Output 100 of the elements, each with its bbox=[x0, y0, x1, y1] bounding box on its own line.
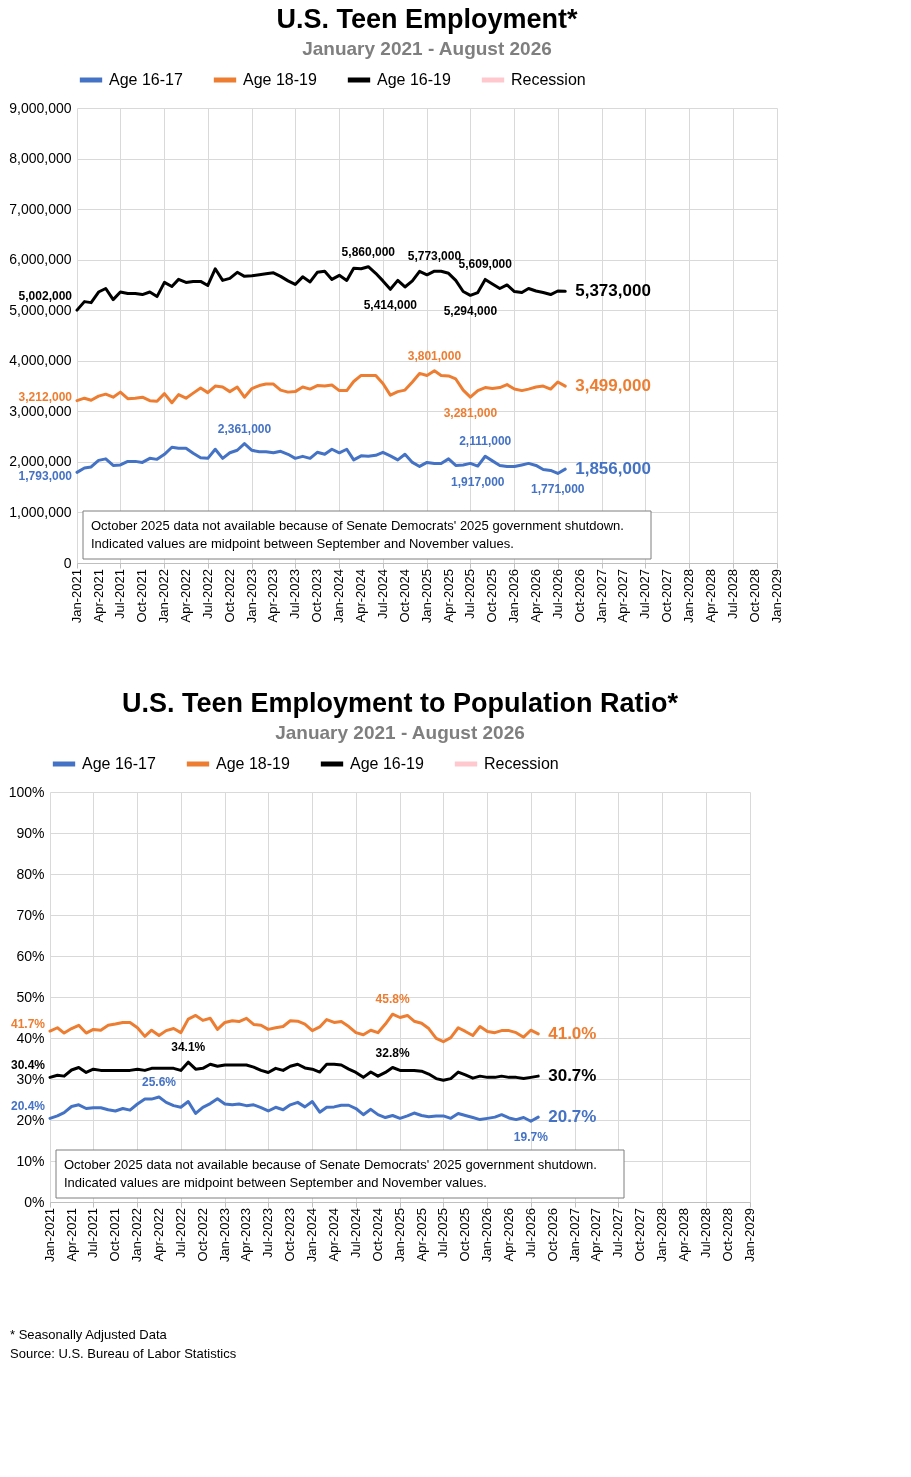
x-tick-label: Oct-2022 bbox=[194, 1208, 210, 1262]
x-tick-label: Apr-2021 bbox=[90, 569, 106, 623]
x-tick-label: Apr-2022 bbox=[151, 1208, 166, 1262]
y-tick-label: 100% bbox=[8, 783, 45, 800]
annotation: 3,801,000 bbox=[407, 348, 462, 363]
annotation: 5,414,000 bbox=[363, 298, 418, 313]
text: * Seasonally Adjusted Data bbox=[10, 1326, 168, 1344]
legend-label: Age 18-19 bbox=[216, 755, 290, 772]
y-tick-label: 20% bbox=[16, 1111, 45, 1128]
x-tick-label: Apr-2028 bbox=[703, 569, 719, 623]
legend-label: Recession bbox=[511, 71, 586, 88]
annotation: 20.7% bbox=[548, 1107, 597, 1127]
annotation: 5,294,000 bbox=[443, 304, 498, 319]
annotation: 5,002,000 bbox=[18, 289, 73, 304]
x-tick-label: Oct-2023 bbox=[282, 1208, 298, 1262]
annotation: 30.7% bbox=[548, 1066, 597, 1086]
line-series bbox=[48, 1012, 540, 1044]
annotation: October 2025 data not available because of Senate Democrats' 2025 government shutdown. Indicated values are midpoint between September and November values. bbox=[91, 518, 624, 551]
x-tick-label: Jul-2023 bbox=[287, 569, 303, 619]
x-tick-label: Apr-2026 bbox=[528, 569, 543, 623]
y-tick-label: 80% bbox=[16, 865, 45, 882]
x-tick-label: Apr-2022 bbox=[178, 569, 193, 623]
x-tick-label: Jul-2025 bbox=[462, 569, 478, 619]
y-tick-label: 5,000,000 bbox=[9, 301, 72, 318]
y-tick-label: 4,000,000 bbox=[9, 352, 72, 369]
annotation: 3,499,000 bbox=[575, 376, 651, 396]
x-tick-label: Jan-2021 bbox=[42, 1208, 57, 1263]
annotation: 2,111,000 bbox=[459, 434, 512, 449]
x-tick-label: Oct-2024 bbox=[369, 1208, 385, 1262]
chart-title: U.S. Teen Employment* bbox=[276, 4, 579, 34]
y-tick-label: 3,000,000 bbox=[9, 402, 72, 419]
x-tick-label: Jan-2023 bbox=[216, 1208, 232, 1263]
source-note: Source: U.S. Bureau of Labor Statistics bbox=[10, 1345, 238, 1363]
x-tick-label: Jan-2022 bbox=[129, 1208, 145, 1263]
x-tick-label: Jan-2022 bbox=[156, 569, 172, 624]
x-tick-label: Apr-2026 bbox=[501, 1208, 516, 1262]
x-tick-label: Jul-2026 bbox=[522, 1208, 538, 1258]
y-tick-label: 6,000,000 bbox=[9, 251, 72, 268]
y-tick-label: 40% bbox=[16, 1029, 45, 1046]
x-tick-label: Apr-2023 bbox=[238, 1208, 254, 1262]
annotation: 20.4% bbox=[10, 1099, 46, 1113]
x-tick-label: Apr-2024 bbox=[353, 569, 369, 623]
annotation: 34.1% bbox=[171, 1040, 206, 1055]
y-tick-label: 0% bbox=[24, 1193, 45, 1210]
legend-label: Recession bbox=[484, 755, 559, 772]
annotation: 25.6% bbox=[141, 1075, 177, 1090]
x-tick-label: Jul-2026 bbox=[549, 569, 565, 619]
annotation: 19.7% bbox=[513, 1130, 549, 1145]
x-tick-label: Oct-2021 bbox=[134, 569, 150, 623]
x-tick-label: Oct-2026 bbox=[571, 569, 587, 623]
x-tick-label: Apr-2023 bbox=[265, 569, 281, 623]
y-tick-label: 2,000,000 bbox=[9, 453, 72, 470]
annotation: 41.7% bbox=[10, 1017, 46, 1031]
x-tick-label: Oct-2022 bbox=[221, 569, 237, 623]
x-tick-label: Jan-2027 bbox=[593, 569, 609, 624]
x-tick-label: Jul-2022 bbox=[172, 1208, 188, 1258]
x-tick-label: Jul-2024 bbox=[374, 569, 390, 619]
x-tick-label: Jan-2023 bbox=[243, 569, 259, 624]
x-tick-label: Jul-2023 bbox=[260, 1208, 276, 1258]
x-tick-label: Jan-2027 bbox=[566, 1208, 582, 1263]
x-tick-label: Apr-2027 bbox=[588, 1208, 604, 1262]
x-tick-label: Apr-2027 bbox=[615, 569, 631, 623]
annotation: 45.8% bbox=[375, 992, 410, 1007]
x-tick-label: Jan-2025 bbox=[419, 569, 434, 624]
y-tick-label: 9,000,000 bbox=[9, 99, 72, 116]
annotation: 32.8% bbox=[375, 1045, 410, 1060]
x-tick-label: Oct-2028 bbox=[719, 1208, 735, 1262]
annotation: 1,856,000 bbox=[575, 459, 651, 479]
y-tick-label: 7,000,000 bbox=[9, 200, 72, 217]
annotation: 3,212,000 bbox=[18, 390, 73, 405]
annotation: 2,361,000 bbox=[217, 421, 272, 436]
legend-label: Age 16-17 bbox=[109, 71, 183, 88]
x-tick-label: Jul-2024 bbox=[347, 1208, 363, 1258]
annotation: 30.4% bbox=[10, 1058, 46, 1072]
x-tick-label: Oct-2028 bbox=[746, 569, 762, 623]
x-tick-label: Oct-2027 bbox=[632, 1208, 648, 1262]
x-tick-label: Oct-2027 bbox=[659, 569, 675, 623]
annotation: 1,917,000 bbox=[451, 475, 505, 490]
legend-label: Age 16-19 bbox=[350, 755, 424, 772]
x-tick-label: Apr-2025 bbox=[413, 1208, 429, 1262]
legend-label: Age 18-19 bbox=[243, 71, 317, 88]
y-tick-label: 50% bbox=[16, 988, 45, 1005]
x-tick-label: Apr-2024 bbox=[326, 1208, 342, 1262]
annotation: 41.0% bbox=[548, 1023, 597, 1043]
y-tick-label: 70% bbox=[16, 906, 45, 923]
chart-title: U.S. Teen Employment to Population Ratio* bbox=[121, 688, 679, 718]
x-tick-label: Jul-2027 bbox=[637, 569, 653, 619]
x-tick-label: Oct-2024 bbox=[396, 569, 412, 623]
x-tick-label: Jul-2027 bbox=[610, 1208, 626, 1258]
y-tick-label: 10% bbox=[16, 1152, 45, 1169]
x-tick-label: Oct-2021 bbox=[107, 1208, 123, 1262]
x-tick-label: Jan-2025 bbox=[392, 1208, 407, 1263]
x-tick-label: Oct-2026 bbox=[544, 1208, 560, 1262]
x-tick-label: Jan-2024 bbox=[304, 1208, 320, 1263]
y-tick-label: 8,000,000 bbox=[9, 150, 72, 167]
x-tick-label: Jul-2028 bbox=[697, 1208, 713, 1258]
x-tick-label: Apr-2025 bbox=[440, 569, 456, 623]
chart-subtitle: January 2021 - August 2026 bbox=[275, 722, 525, 743]
x-tick-label: Jul-2028 bbox=[724, 569, 740, 619]
annotation: 5,373,000 bbox=[575, 281, 651, 301]
